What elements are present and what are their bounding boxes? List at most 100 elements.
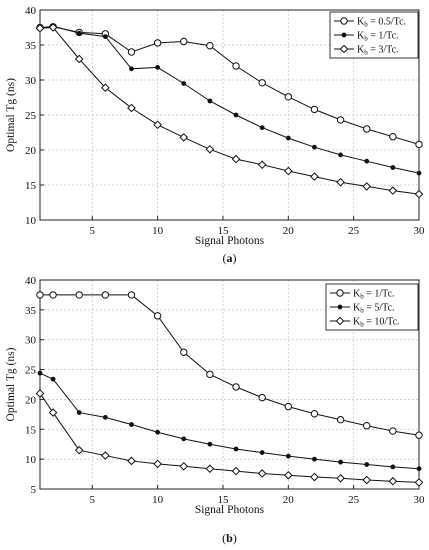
data-point: [284, 470, 293, 480]
data-point: [284, 402, 293, 411]
legend: Kb = 0.5/Tc. Kb = 1/Tc. Kb = 3/Tc.: [329, 11, 419, 59]
x-tick-label: 10: [152, 225, 164, 237]
data-point: [181, 81, 187, 86]
data-point: [312, 456, 317, 462]
data-point: [336, 116, 345, 124]
y-tick-label: 20: [25, 394, 37, 406]
x-axis-label: Signal Photons: [195, 504, 265, 516]
data-point: [336, 416, 345, 424]
series-3: [35, 389, 424, 487]
y-tick-label: 25: [25, 365, 37, 377]
x-tick-label: 15: [217, 225, 229, 237]
data-point: [389, 427, 397, 435]
data-point: [336, 473, 345, 483]
series-line: [39, 25, 420, 174]
data-point: [258, 79, 266, 87]
y-tick-label: 30: [25, 335, 37, 347]
data-point: [49, 291, 57, 299]
legend-marker: [341, 32, 347, 38]
data-point: [181, 436, 187, 442]
x-tick-label: 30: [414, 494, 426, 506]
chart-panel-a: 5 10 15 20 25 30 10 15 20 25 30 35 40 Signal Photons O…: [5, 5, 425, 265]
data-point: [362, 182, 372, 191]
data-point: [207, 441, 213, 447]
data-point: [389, 133, 397, 141]
data-point: [36, 291, 44, 299]
data-point: [388, 186, 398, 195]
data-point: [336, 177, 345, 187]
legend-marker: [336, 289, 344, 297]
y-tick-label: 5: [31, 484, 37, 496]
data-point: [232, 383, 240, 391]
x-axis-label: Signal Photons: [195, 235, 265, 247]
data-point: [310, 410, 319, 418]
figure-caption: (b): [222, 531, 237, 545]
plot-frame: [39, 279, 420, 490]
data-point: [310, 172, 319, 181]
data-point: [390, 165, 396, 170]
data-point: [416, 466, 422, 472]
x-tick-label: 5: [90, 494, 96, 506]
y-tick-label: 40: [25, 5, 37, 17]
legend-marker: [339, 44, 349, 54]
data-point: [37, 370, 43, 376]
y-axis-label: Optimal Tg (ns): [5, 347, 17, 421]
legend-marker: [340, 17, 348, 25]
data-point: [362, 475, 372, 485]
data-point: [206, 42, 214, 50]
data-point: [76, 410, 82, 415]
data-point: [259, 450, 265, 455]
data-point: [284, 166, 293, 176]
data-point: [364, 158, 370, 164]
data-point: [101, 451, 110, 460]
y-tick-label: 10: [25, 454, 37, 466]
data-point: [50, 376, 56, 382]
figure-caption: (a): [223, 251, 237, 265]
data-point: [284, 93, 293, 101]
data-point: [129, 422, 134, 427]
legend-label: Kb = 1/Tc.: [353, 289, 395, 301]
x-tick-label: 20: [283, 494, 295, 506]
data-point: [127, 103, 136, 113]
data-point: [180, 37, 188, 46]
data-point: [363, 422, 371, 430]
data-point: [285, 453, 291, 459]
data-point: [179, 462, 189, 471]
legend-label: Kb = 5/Tc.: [353, 303, 395, 315]
data-point: [285, 135, 291, 141]
data-point: [101, 291, 110, 299]
x-tick-label: 20: [283, 225, 295, 237]
data-point: [153, 312, 162, 320]
data-point: [48, 23, 58, 32]
data-point: [312, 144, 317, 150]
data-point: [259, 125, 265, 130]
y-tick-label: 40: [25, 275, 37, 287]
legend: Kb = 1/Tc. Kb = 5/Tc. Kb = 10/Tc.: [325, 283, 419, 331]
data-point: [414, 478, 424, 487]
x-tick-label: 5: [90, 225, 96, 237]
y-tick-label: 25: [25, 110, 37, 122]
series-2: [37, 370, 422, 472]
chart-panel-b: 5 10 15 20 25 30 5 10 15 20 25 30 35 40 Signal Photons…: [5, 275, 425, 545]
y-tick-label: 35: [25, 305, 37, 317]
legend-label: Kb = 0.5/Tc.: [357, 17, 406, 29]
data-point: [102, 34, 108, 39]
data-point: [153, 39, 162, 47]
data-point: [231, 466, 241, 476]
y-axis-label: Optimal Tg (ns): [5, 78, 17, 152]
data-point: [205, 464, 215, 474]
data-point: [416, 170, 422, 176]
y-tick-label: 35: [25, 40, 37, 52]
data-point: [205, 144, 215, 154]
legend-marker: [335, 316, 345, 326]
series-line: [39, 26, 420, 145]
y-tick-label: 10: [25, 215, 37, 227]
data-point: [127, 456, 136, 466]
data-point: [364, 462, 370, 467]
data-point: [74, 54, 84, 64]
data-point: [310, 472, 319, 482]
data-point: [206, 370, 214, 379]
y-tick-label: 15: [25, 424, 37, 436]
legend-label: Kb = 3/Tc.: [357, 45, 399, 57]
